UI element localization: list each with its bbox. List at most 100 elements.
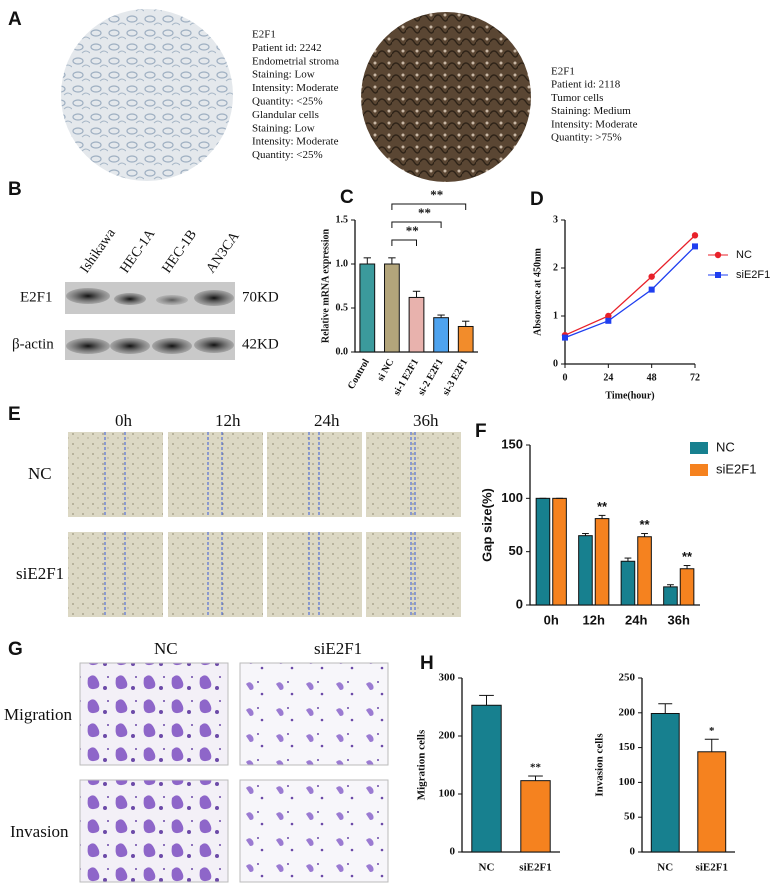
lane-label: AN3CA	[204, 229, 244, 277]
y-tick-label: 50	[509, 543, 523, 558]
wound-image	[68, 532, 163, 617]
col-label: NC	[154, 639, 178, 658]
blot-row-label: E2F1	[20, 289, 53, 305]
bar	[408, 296, 425, 353]
y-tick-label: 0	[553, 358, 558, 369]
x-tick-label: 24	[603, 372, 613, 383]
x-tick-label: 48	[647, 372, 657, 383]
col-label: siE2F1	[314, 639, 362, 658]
marker	[692, 243, 698, 250]
marker	[691, 232, 699, 239]
marker	[648, 286, 655, 293]
legend-marker	[714, 251, 722, 259]
y-axis-label: Migration cells	[416, 729, 428, 800]
y-tick-label: 100	[501, 490, 523, 505]
panel-label: H	[420, 653, 434, 674]
legend-marker	[715, 272, 721, 278]
y-tick-label: 100	[619, 776, 636, 788]
bar	[359, 263, 376, 353]
transwell-image	[79, 662, 229, 766]
line	[564, 234, 696, 336]
x-tick-label: 36h	[668, 612, 690, 627]
transwell-image	[79, 779, 229, 883]
transwell-image	[239, 662, 389, 766]
row-label: NC	[28, 464, 52, 483]
info-line: E2F1	[252, 29, 276, 41]
x-tick-label: 72	[690, 372, 700, 383]
y-tick-label: 0	[516, 596, 523, 611]
legend-label: NC	[716, 439, 735, 454]
y-tick-label: 200	[619, 706, 636, 718]
y-tick-label: 3	[553, 214, 558, 225]
info-line: Endometrial stroma	[252, 55, 339, 67]
wound-image	[168, 532, 263, 617]
info-line: Patient id: 2242	[252, 42, 322, 54]
info-line: Staining: Medium	[551, 105, 631, 117]
wound-image	[267, 532, 362, 617]
marker	[648, 273, 655, 280]
info-line: Quantity: >75%	[551, 132, 622, 144]
wound-image	[267, 432, 362, 517]
bar	[535, 497, 551, 606]
wound-image	[68, 432, 163, 517]
bar	[594, 518, 610, 606]
significance-label: **	[682, 549, 693, 564]
marker	[605, 312, 612, 320]
marker	[605, 317, 612, 324]
info-line: Glandular cells	[252, 109, 319, 121]
legend-label: siE2F1	[736, 269, 770, 281]
y-tick-label: 50	[624, 811, 636, 823]
lane-label: HEC-1A	[118, 226, 159, 276]
y-axis-label: Invasion cells	[594, 733, 606, 797]
bar	[433, 317, 449, 353]
info-line: Tumor cells	[551, 92, 603, 104]
blot-band	[194, 290, 234, 306]
y-tick-label: 0.5	[336, 302, 349, 313]
y-tick-label: 2	[553, 262, 558, 273]
blot-band	[114, 293, 146, 305]
significance-bracket	[391, 239, 417, 246]
significance-label: **	[430, 187, 443, 202]
wound-image	[366, 532, 461, 617]
blot-band	[156, 295, 188, 305]
y-axis-label: Absorance at 450nm	[532, 247, 543, 335]
bar	[578, 535, 593, 606]
blot-size: 70KD	[242, 289, 279, 305]
tissue-core-image	[361, 12, 531, 182]
y-tick-label: 0	[450, 846, 456, 858]
blot-band	[152, 338, 192, 354]
x-tick-label: 0h	[544, 612, 559, 627]
x-tick-label: 12h	[583, 612, 605, 627]
time-label: 12h	[215, 411, 241, 430]
bar	[520, 780, 551, 853]
bar	[552, 497, 567, 606]
x-tick-label: si NC	[375, 357, 396, 383]
info-line: Intensity: Moderate	[252, 82, 339, 94]
info-line: E2F1	[551, 66, 575, 78]
row-label: siE2F1	[16, 564, 64, 583]
lane-label: HEC-1B	[160, 227, 200, 276]
legend-swatch	[690, 442, 708, 454]
row-label: Invasion	[10, 822, 69, 841]
x-tick-label: NC	[479, 862, 495, 874]
blot-band	[66, 338, 110, 354]
time-label: 24h	[314, 411, 340, 430]
micrographs	[68, 432, 461, 883]
panel-label: F	[475, 421, 487, 442]
blot-row-label: β-actin	[12, 336, 54, 352]
x-tick-label: 24h	[625, 612, 647, 627]
y-tick-label: 1.5	[336, 214, 349, 225]
bar	[637, 536, 652, 606]
bar	[620, 560, 636, 606]
row-label: Migration	[4, 705, 72, 724]
x-tick-label: NC	[657, 862, 673, 874]
bar	[471, 704, 502, 853]
bar	[650, 712, 680, 853]
info-line: Quantity: <25%	[252, 96, 323, 108]
panel-label: D	[530, 189, 544, 210]
wound-image	[168, 432, 263, 517]
time-label: 0h	[115, 411, 133, 430]
bar	[679, 568, 695, 606]
x-tick-label: 0	[563, 372, 568, 383]
significance-label: **	[597, 499, 608, 514]
